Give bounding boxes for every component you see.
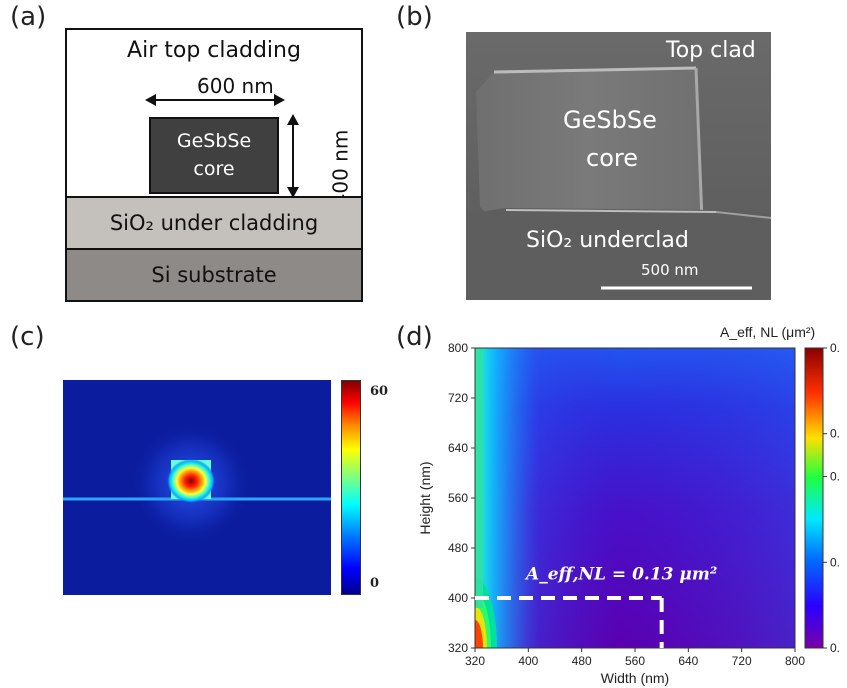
x-axis-title: Width (nm): [601, 670, 669, 686]
top-clad-label: Top clad: [666, 38, 756, 63]
x-tick-label: 400: [518, 654, 538, 668]
map-colorbar: [804, 347, 824, 649]
width-arrow-icon: [145, 94, 285, 106]
mode-field-map: [63, 380, 331, 595]
panel-d-label: (d): [396, 322, 433, 352]
y-axis-title: Height (nm): [417, 461, 433, 534]
y-tick-label: 640: [448, 441, 468, 455]
map-colorbar-title: A_eff, NL (μm²): [720, 324, 816, 340]
panel-b-label: (b): [396, 2, 433, 32]
air-cladding-label: Air top cladding: [127, 38, 301, 63]
core-block: GeSbSe core: [149, 117, 279, 194]
annotation-text: A_eff,NL = 0.13 μm²: [524, 564, 717, 584]
core-label-1: GeSbSe: [176, 130, 252, 152]
y-tick-label: 400: [448, 591, 468, 605]
panel-c-label: (c): [10, 322, 45, 352]
field-colorbar-max: 60: [370, 384, 389, 399]
sio2-layer: SiO₂ under cladding: [67, 196, 361, 250]
y-tick-label: 560: [448, 491, 468, 505]
y-tick-label: 800: [448, 341, 468, 355]
sem-image: Top clad GeSbSe core SiO₂ underclad 500 …: [466, 32, 771, 300]
sem-core-label-2: core: [586, 144, 638, 172]
colorbar-tick-label: 0.8: [830, 341, 840, 355]
y-tick-label: 480: [448, 541, 468, 555]
scale-bar-label: 500 nm: [641, 261, 699, 279]
core-label-2: core: [193, 158, 235, 180]
field-colorbar: [341, 380, 361, 595]
si-substrate: Si substrate: [67, 250, 361, 300]
width-label: 600 nm: [197, 74, 274, 98]
aeff-heatmap: 320 400 480 560 640 720 800 320 400 480 560 640 720 8…: [417, 341, 840, 686]
colorbar-tick-label: 0.1: [830, 641, 840, 655]
x-tick-label: 560: [625, 654, 645, 668]
x-tick-label: 480: [572, 654, 592, 668]
x-tick-label: 720: [732, 654, 752, 668]
panel-a-label: (a): [10, 2, 47, 32]
sem-underclad-label: SiO₂ underclad: [526, 228, 689, 253]
sem-texture: [466, 32, 771, 300]
field-colorbar-min: 0: [370, 576, 380, 591]
sem-core-label-1: GeSbSe: [563, 106, 657, 134]
mode-field-svg: [63, 421, 331, 545]
height-label: 400 nm: [328, 129, 353, 207]
x-tick-label: 640: [678, 654, 698, 668]
colorbar-tick-label: 0.5: [830, 470, 840, 484]
y-tick-label: 320: [448, 641, 468, 655]
hotspot-3: [475, 620, 483, 648]
height-arrow-icon: [287, 114, 299, 198]
heatmap-hotspots: [475, 348, 497, 648]
colorbar-tick-label: 0.3: [830, 555, 840, 569]
edge-strip: [475, 348, 483, 608]
x-tick-label: 320: [465, 654, 485, 668]
colorbar-tick-label: 0.6: [830, 427, 840, 441]
x-tick-label: 800: [785, 654, 805, 668]
heatmap-overlay: [475, 348, 795, 648]
waveguide-schematic: Air top cladding 600 nm GeSbSe core 400 …: [65, 28, 363, 302]
y-tick-label: 720: [448, 391, 468, 405]
